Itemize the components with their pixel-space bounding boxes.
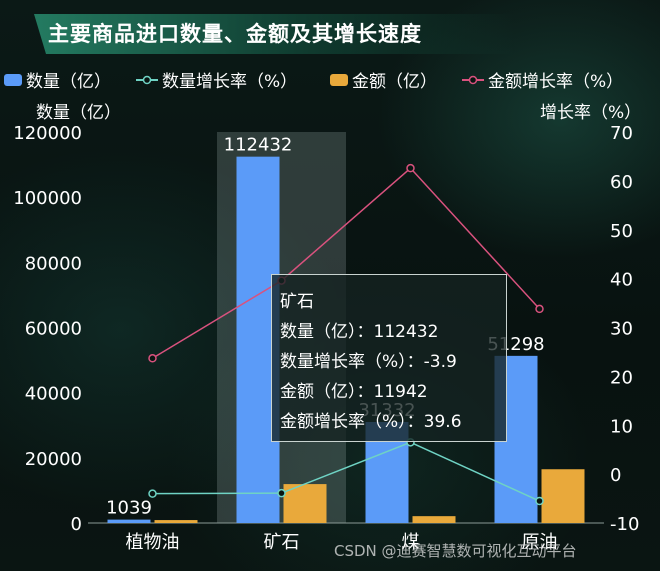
line-amount_growth — [152, 167, 541, 359]
point-amount_growth-0 — [148, 354, 157, 363]
y-left-tick-label: 20000 — [25, 449, 82, 470]
y-left-tick-label: 0 — [71, 514, 82, 535]
x-tick-label: 植物油 — [126, 532, 180, 553]
point-quantity_growth-0 — [148, 489, 157, 498]
bar-quantity-0 — [107, 519, 151, 523]
point-amount_growth-3 — [535, 304, 544, 314]
tooltip-title: 矿石 — [280, 292, 314, 312]
tooltip-line-quantity-growth: 数量增长率（%）：-3.9 — [280, 352, 457, 372]
y-axis-left-title: 数量（亿） — [36, 103, 121, 123]
y-left-tick-label: 40000 — [25, 384, 82, 405]
y-right-tick-label: 10 — [610, 416, 633, 437]
y-left-tick-label: 100000 — [13, 188, 82, 209]
y-left-tick-label: 120000 — [13, 123, 82, 144]
tooltip: 矿石 数量（亿）：112432 数量增长率（%）：-3.9 金额（亿）：1194… — [271, 274, 507, 442]
bar-amount-2 — [412, 516, 456, 523]
y-left-tick-label: 80000 — [25, 253, 82, 274]
point-quantity_growth-1 — [277, 488, 286, 498]
y-right-tick-label: 40 — [610, 270, 633, 291]
line-quantity_growth — [152, 441, 540, 502]
watermark: CSDN @迪赛智慧数可视化互动平台 — [334, 542, 577, 560]
y-right-tick-label: 50 — [610, 221, 633, 242]
bar-amount-3 — [541, 469, 585, 523]
tooltip-line-amount-growth: 金额增长率（%）：39.6 — [280, 412, 462, 432]
y-right-tick-label: 30 — [610, 319, 633, 340]
legend-label-amount: 金额（亿） — [352, 72, 437, 92]
point-amount_growth-2 — [406, 163, 415, 173]
tooltip-line-amount: 金额（亿）：11942 — [280, 382, 428, 402]
chart-title: 主要商品进口数量、金额及其增长速度 — [48, 22, 422, 46]
legend-swatch-quantity — [4, 74, 22, 86]
y-right-tick-label: 20 — [610, 367, 633, 388]
tooltip-line-quantity: 数量（亿）：112432 — [280, 322, 439, 342]
bar-amount-0 — [154, 520, 198, 523]
legend-dot-quantity_growth — [142, 75, 152, 85]
point-quantity_growth-3 — [535, 496, 544, 506]
x-tick-label: 矿石 — [264, 532, 300, 553]
x-tick-label: 煤 — [402, 532, 420, 553]
title-banner — [34, 14, 514, 54]
y-left-tick-label: 60000 — [25, 319, 82, 340]
legend-swatch-amount — [330, 74, 348, 86]
y-right-tick-label: 60 — [610, 172, 633, 193]
bar-value-label: 1039 — [106, 498, 152, 519]
legend-label-quantity: 数量（亿） — [26, 72, 111, 92]
legend-dot-amount_growth — [468, 75, 478, 85]
legend-label-amount_growth: 金额增长率（%） — [488, 72, 623, 92]
y-right-tick-label: 70 — [610, 123, 633, 144]
y-right-tick-label: -10 — [610, 514, 639, 535]
bar-value-label: 112432 — [224, 135, 293, 156]
x-tick-label: 原油 — [522, 532, 558, 553]
y-axis-right-title: 增长率（%） — [540, 103, 641, 123]
legend-label-quantity_growth: 数量增长率（%） — [162, 72, 297, 92]
y-right-tick-label: 0 — [610, 465, 621, 486]
bar-amount-1 — [283, 484, 327, 523]
